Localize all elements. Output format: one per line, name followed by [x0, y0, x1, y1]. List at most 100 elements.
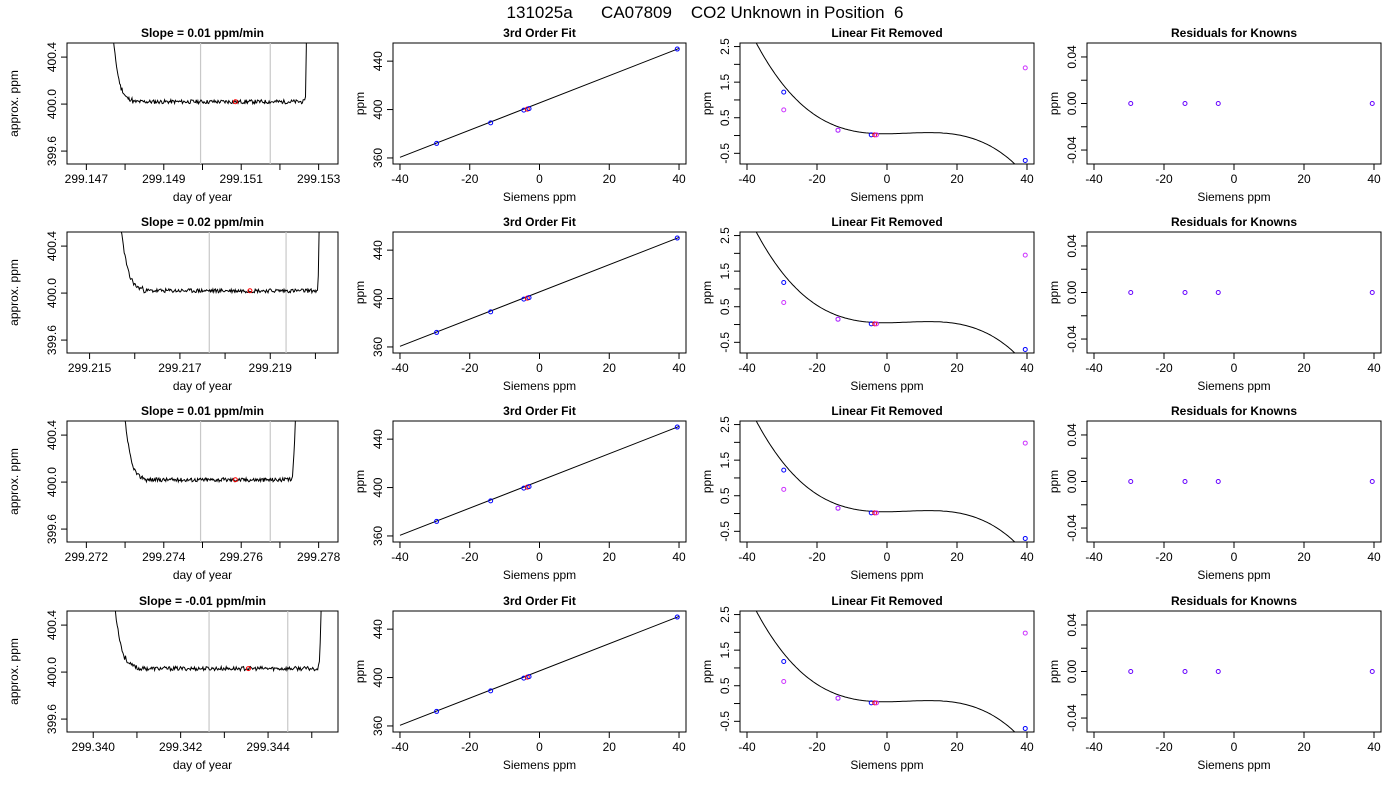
x-tick-label: 20 — [603, 361, 617, 375]
panel-r1-c2: 3rd Order Fit -40 -20 0 20 40 Siemens ppm 360 40… — [353, 26, 687, 204]
fit-line — [399, 425, 680, 536]
x-tick-label: 20 — [1297, 361, 1311, 375]
data-point — [674, 424, 680, 430]
plot-area — [120, 232, 320, 353]
panel-r1-c4: Residuals for Knowns -40 -20 0 20 40 Siemens p… — [1047, 26, 1382, 204]
data-point — [526, 674, 532, 680]
x-tick-label: 299.217 — [158, 361, 202, 375]
panel-title: Residuals for Knowns — [1171, 26, 1297, 40]
data-point — [835, 127, 841, 133]
y-tick-label: 0.04 — [1065, 45, 1079, 69]
highlight-point — [232, 99, 238, 105]
panel-title: Residuals for Knowns — [1171, 215, 1297, 229]
y-tick-label: 2.5 — [718, 416, 732, 433]
y-axis-label: ppm — [700, 470, 714, 493]
plot-area — [399, 235, 680, 347]
y-axis-label: approx. ppm — [7, 259, 21, 326]
data-point — [674, 235, 680, 241]
y-tick-label: 2.5 — [718, 38, 732, 55]
x-tick-label: -20 — [1155, 361, 1173, 375]
data-point — [1022, 346, 1028, 352]
y-tick-label: 0.04 — [1065, 234, 1079, 258]
timeseries-line — [114, 611, 322, 673]
data-point — [1128, 290, 1134, 295]
data-point — [1022, 157, 1028, 163]
data-point — [835, 695, 841, 701]
x-axis-label: Siemens ppm — [850, 568, 923, 582]
y-tick-label: 0.5 — [718, 487, 732, 504]
y-axis-label: ppm — [353, 281, 367, 304]
panel-title: Linear Fit Removed — [831, 26, 942, 40]
y-tick-label: -0.04 — [1065, 325, 1079, 353]
x-tick-label: -20 — [1155, 550, 1173, 564]
y-tick-label: -0.04 — [1065, 704, 1079, 732]
panel-title: Linear Fit Removed — [831, 594, 942, 608]
x-tick-label: 299.147 — [65, 172, 109, 186]
x-tick-label: 0 — [536, 740, 543, 754]
y-tick-label: 2.5 — [718, 227, 732, 244]
fit-curve — [755, 611, 1016, 732]
panel-r3-c3: Linear Fit Removed -40 -20 0 20 40 Siemens ppm… — [700, 404, 1035, 582]
x-tick-label: 40 — [1020, 361, 1034, 375]
panel-r3-c4: Residuals for Knowns -40 -20 0 20 40 Siemens p… — [1047, 404, 1382, 582]
panel-title: Slope = -0.01 ppm/min — [139, 594, 266, 608]
y-tick-label: -0.5 — [718, 711, 732, 732]
x-tick-label: 40 — [1020, 740, 1034, 754]
plot-frame — [66, 231, 339, 354]
plot-area — [1128, 101, 1375, 106]
x-tick-label: 299.272 — [65, 550, 109, 564]
data-point — [1215, 290, 1221, 295]
data-point — [781, 299, 787, 305]
x-tick-label: -20 — [461, 740, 479, 754]
plot-frame — [1086, 231, 1382, 354]
panel-r4-c1: Slope = -0.01 ppm/min 299.340 299.342 299.3… — [7, 594, 339, 772]
x-tick-label: -40 — [738, 550, 756, 564]
x-axis-label: Siemens ppm — [850, 190, 923, 204]
x-tick-label: -20 — [808, 361, 826, 375]
x-tick-label: 40 — [672, 361, 686, 375]
y-tick-label: 360 — [371, 526, 385, 546]
data-point — [1369, 479, 1375, 484]
x-axis-label: Siemens ppm — [850, 758, 923, 772]
x-tick-label: 40 — [672, 550, 686, 564]
x-tick-label: 0 — [1231, 172, 1238, 186]
x-tick-label: -20 — [461, 550, 479, 564]
data-point — [781, 467, 787, 473]
plot-area — [1128, 290, 1375, 295]
y-tick-label: 400.4 — [45, 231, 59, 261]
panel-r2-c4: Residuals for Knowns -40 -20 0 20 40 Siemens p… — [1047, 215, 1382, 393]
data-point — [434, 518, 440, 524]
y-tick-label: 400.0 — [45, 657, 59, 687]
data-point — [872, 700, 878, 706]
x-tick-label: 20 — [1297, 172, 1311, 186]
panel-title: Slope = 0.02 ppm/min — [141, 215, 264, 229]
fit-line — [399, 236, 680, 347]
data-point — [781, 107, 787, 113]
data-point — [1182, 669, 1188, 674]
x-tick-label: 0 — [1231, 740, 1238, 754]
panel-r3-c1: Slope = 0.01 ppm/min 299.272 299.274 299.27… — [7, 404, 341, 582]
fit-line — [399, 47, 680, 158]
x-tick-label: -40 — [1085, 550, 1103, 564]
x-tick-label: 20 — [1297, 740, 1311, 754]
x-tick-label: 20 — [603, 550, 617, 564]
plot-area — [1128, 669, 1375, 674]
y-axis-label: ppm — [700, 281, 714, 304]
x-tick-label: 299.274 — [142, 550, 186, 564]
panel-r2-c3: Linear Fit Removed -40 -20 0 20 40 Siemens ppm… — [700, 215, 1035, 393]
plot-area — [755, 421, 1028, 542]
data-point — [1128, 479, 1134, 484]
plot-area — [755, 43, 1028, 164]
x-axis-label: Siemens ppm — [503, 568, 576, 582]
data-point — [434, 329, 440, 335]
y-tick-label: 400.4 — [45, 420, 59, 450]
fit-curve — [755, 43, 1016, 164]
y-tick-label: 399.6 — [45, 704, 59, 734]
x-tick-label: -20 — [808, 740, 826, 754]
x-tick-label: 20 — [950, 172, 964, 186]
x-tick-label: -40 — [391, 172, 409, 186]
x-tick-label: 40 — [1367, 550, 1381, 564]
x-tick-label: 0 — [884, 550, 891, 564]
data-point — [1182, 290, 1188, 295]
